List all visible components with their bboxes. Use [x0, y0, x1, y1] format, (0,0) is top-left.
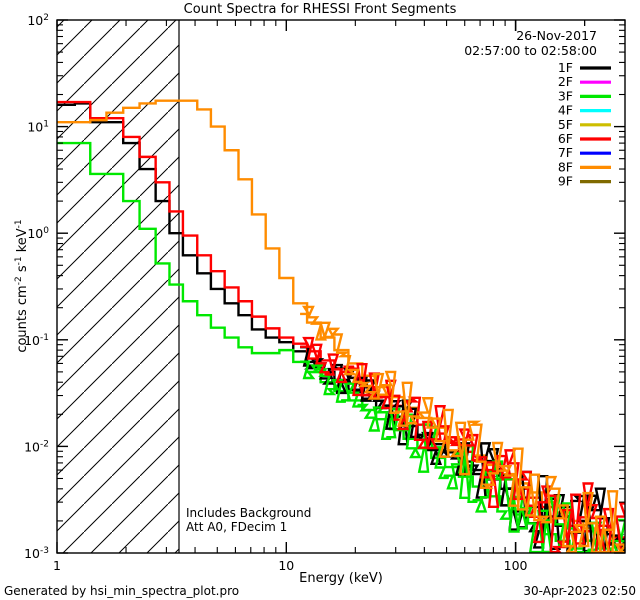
x-tick-labels: 1 10 100	[53, 558, 528, 573]
page-title: Count Spectra for RHESSI Front Segments	[183, 2, 457, 17]
data-series-layer	[57, 99, 625, 553]
y-axis-title-mid2: keV	[15, 228, 30, 256]
legend-label-2F: 2F	[558, 74, 573, 89]
legend-item-2F[interactable]: 2F	[558, 74, 611, 89]
legend-item-9F[interactable]: 9F	[558, 174, 611, 189]
series-tail-8F	[300, 305, 625, 553]
legend-label-3F: 3F	[558, 88, 573, 103]
hatched-region	[57, 20, 180, 553]
legend-label-4F: 4F	[558, 103, 573, 118]
y-tick-label: 10-2	[24, 439, 49, 454]
footer-timestamp: 30-Apr-2023 02:50	[523, 584, 636, 598]
y-tick-label: 10-1	[24, 333, 49, 348]
x-tick-label: 10	[278, 558, 294, 573]
x-tick-label: 1	[53, 558, 61, 573]
y-axis-sup-2: -1	[14, 256, 24, 265]
observation-time-range: 02:57:00 to 02:58:00	[464, 43, 597, 58]
y-tick-label: 101	[27, 120, 49, 135]
y-axis-title: counts cm-2 s-1 keV-1	[14, 219, 30, 352]
annotation-attenuator: Att A0, FDecim 1	[186, 520, 287, 534]
legend-item-6F[interactable]: 6F	[558, 131, 611, 146]
x-tick-label: 100	[504, 558, 528, 573]
legend-item-8F[interactable]: 8F	[558, 159, 611, 174]
y-axis-title-main: counts cm	[15, 285, 30, 352]
annotation-includes-background: Includes Background	[186, 506, 311, 520]
legend-label-8F: 8F	[558, 159, 573, 174]
y-tick-label: 100	[27, 226, 49, 241]
axis-ticks	[56, 19, 626, 554]
legend-label-6F: 6F	[558, 131, 573, 146]
footer-generator: Generated by hsi_min_spectra_plot.pro	[4, 584, 239, 598]
legend-label-5F: 5F	[558, 117, 573, 132]
observation-date: 26-Nov-2017	[516, 28, 597, 43]
x-axis-title: Energy (keV)	[299, 571, 383, 586]
y-axis-title-mid: s	[15, 265, 30, 276]
legend-item-3F[interactable]: 3F	[558, 88, 611, 103]
y-axis-sup-1: -2	[14, 276, 24, 285]
svg-text:counts cm-2 s-1 keV-1: counts cm-2 s-1 keV-1	[14, 219, 30, 352]
legend-label-1F: 1F	[558, 60, 573, 75]
y-tick-label: 10-3	[24, 546, 49, 561]
legend-label-7F: 7F	[558, 145, 573, 160]
legend-item-7F[interactable]: 7F	[558, 145, 611, 160]
y-tick-label: 102	[27, 13, 49, 28]
legend-label-9F: 9F	[558, 174, 573, 189]
y-tick-labels: 102 101 100 10-1 10-2 10-3	[24, 13, 49, 561]
legend-item-5F[interactable]: 5F	[558, 117, 611, 132]
y-axis-sup-3: -1	[14, 219, 24, 228]
plot-frame	[56, 19, 626, 554]
legend-item-4F[interactable]: 4F	[558, 103, 611, 118]
legend-item-1F[interactable]: 1F	[558, 60, 611, 75]
